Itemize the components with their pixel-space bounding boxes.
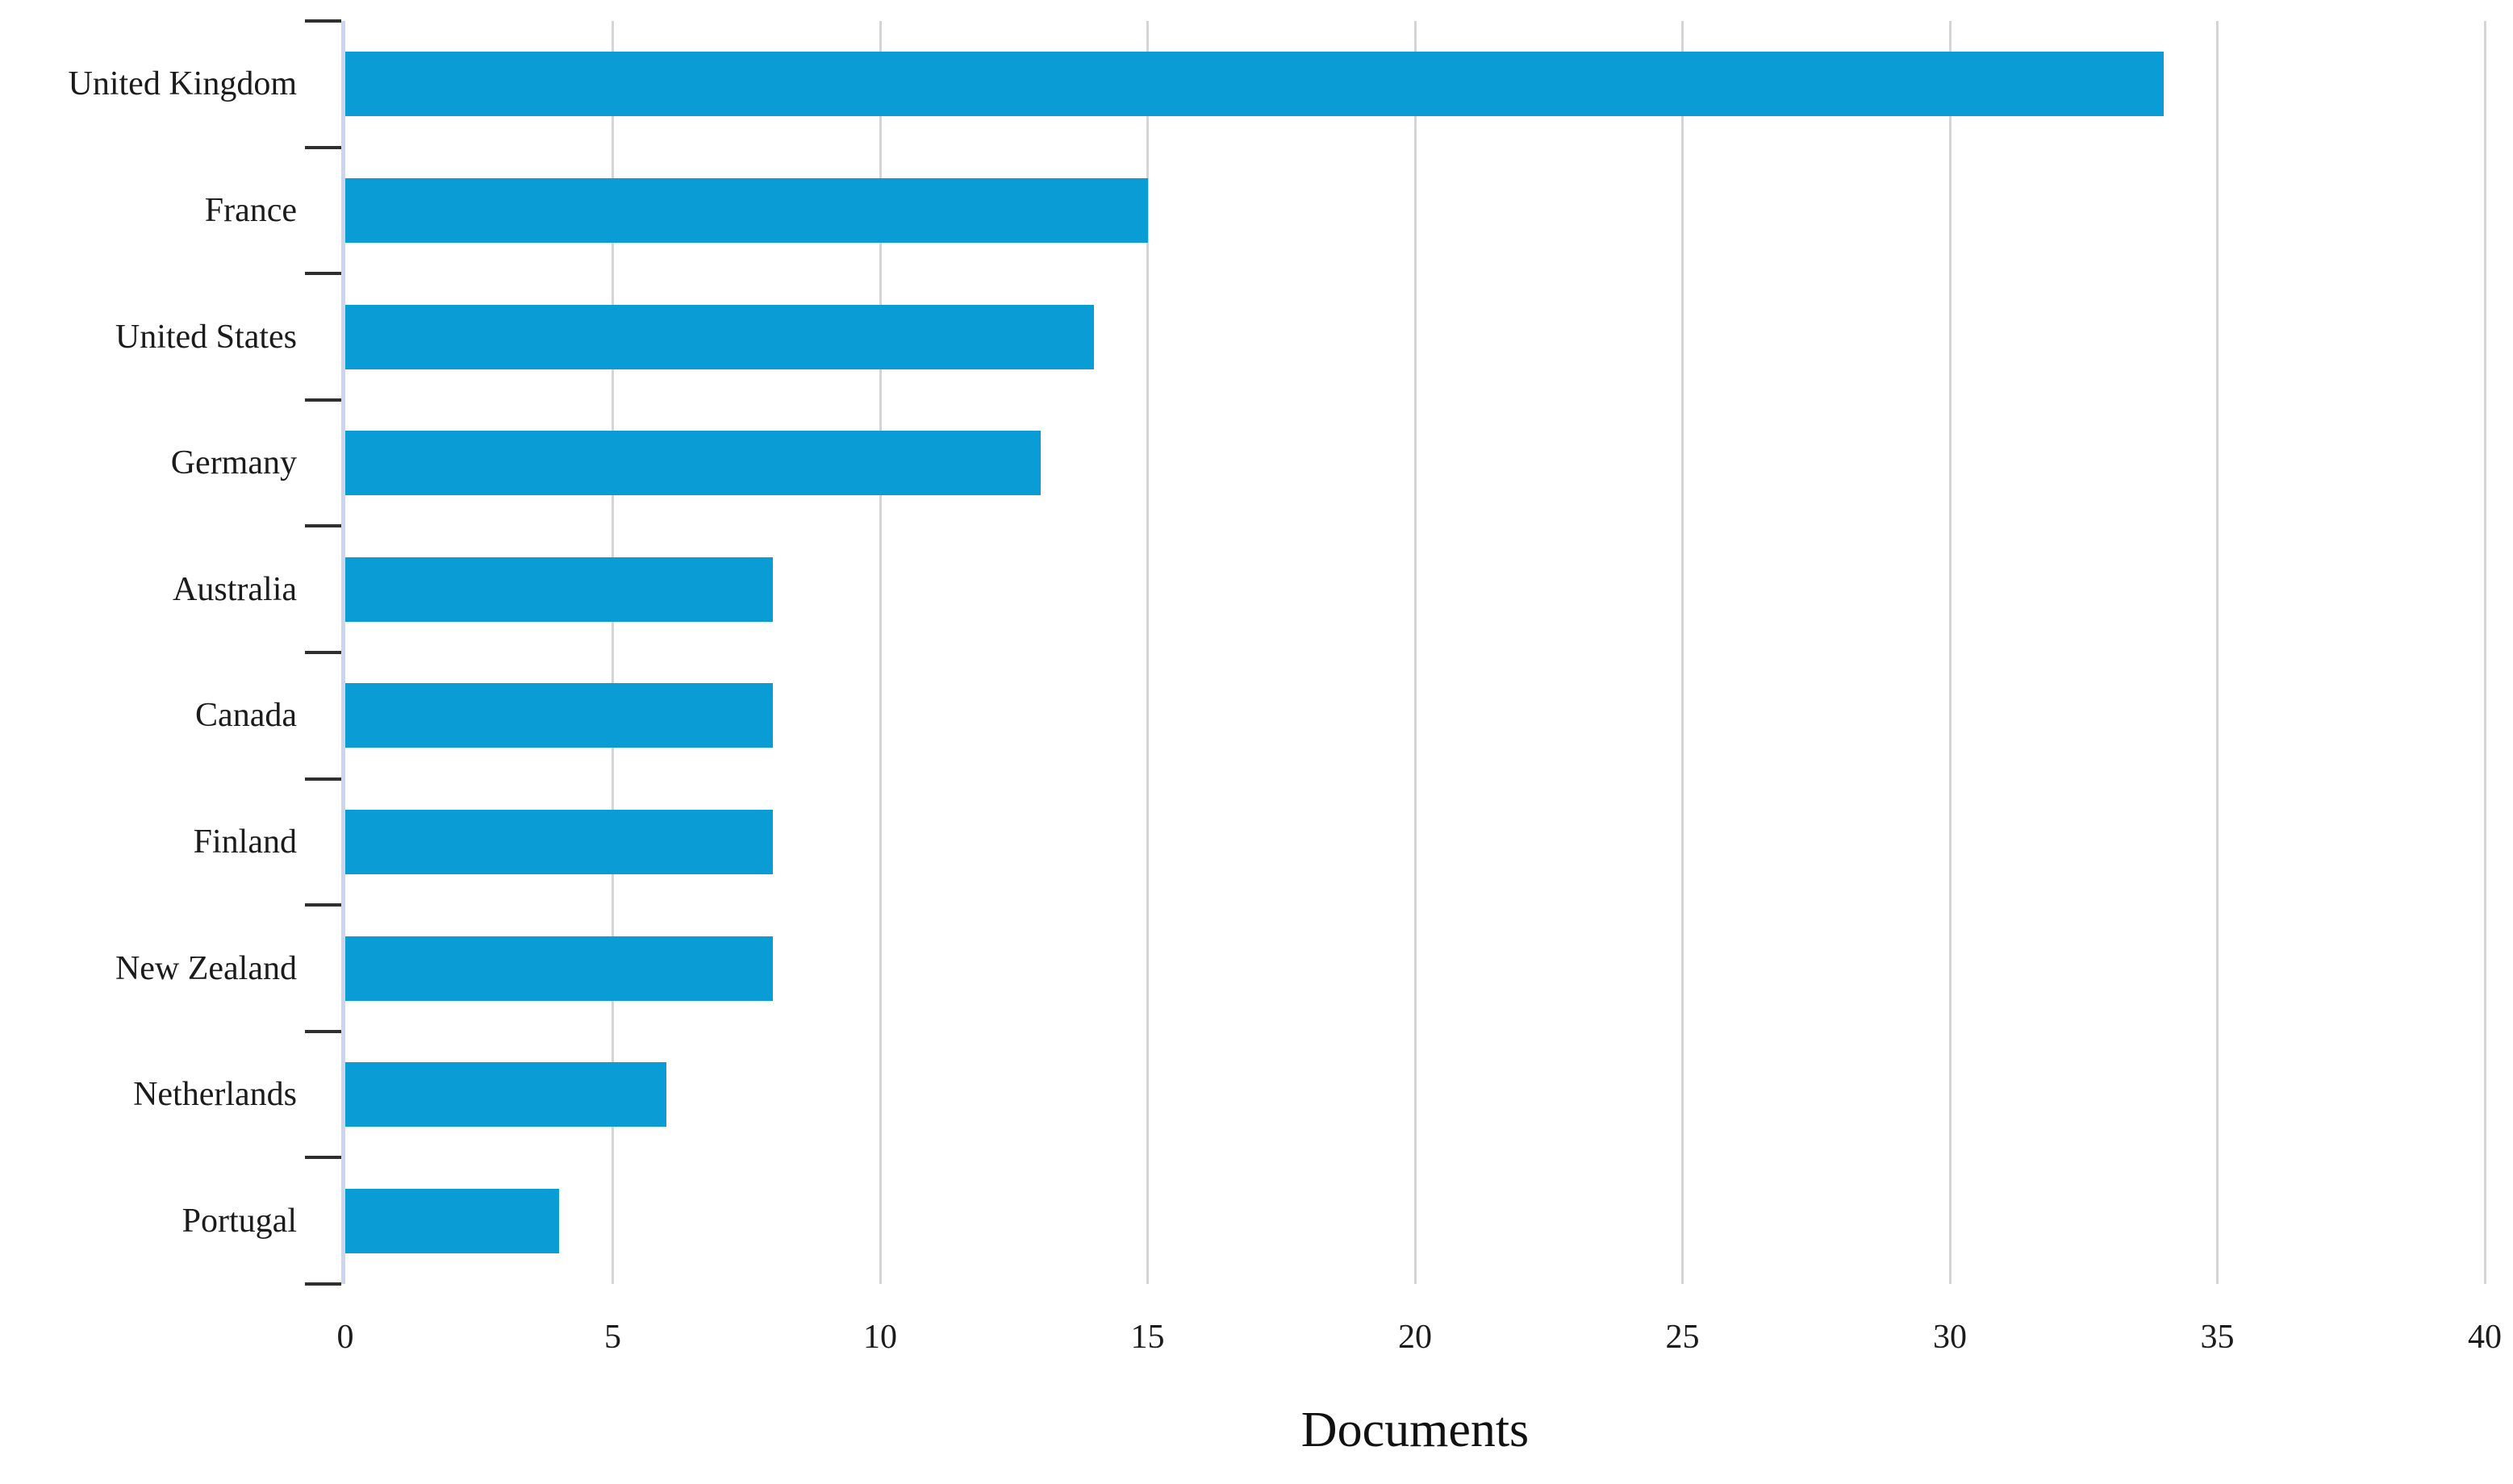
category-label: United Kingdom	[68, 65, 297, 103]
x-tick-label-15: 15	[1130, 1319, 1165, 1356]
gridline-10	[879, 21, 882, 1284]
gridline-40	[2483, 21, 2486, 1284]
bar-united-states	[345, 304, 1095, 369]
gridline-5	[612, 21, 614, 1284]
gridline-35	[2216, 21, 2219, 1284]
bar-finland	[345, 809, 774, 874]
category-label: Finland	[193, 823, 297, 861]
x-tick-label-0: 0	[336, 1319, 354, 1356]
x-tick-label-10: 10	[863, 1319, 897, 1356]
gridline-15	[1146, 21, 1149, 1284]
bar-canada	[345, 683, 774, 748]
category-label: Netherlands	[133, 1076, 297, 1114]
bar-portugal	[345, 1188, 560, 1253]
bar-united-kingdom	[345, 52, 2164, 117]
category-label: Germany	[170, 444, 297, 482]
y-axis-tick	[305, 19, 341, 23]
gridline-20	[1413, 21, 1417, 1284]
x-tick-label-30: 30	[1933, 1319, 1967, 1356]
y-axis-tick	[305, 398, 341, 402]
bar-netherlands	[345, 1062, 666, 1128]
y-axis-tick	[305, 1029, 341, 1033]
category-label: Canada	[195, 697, 297, 735]
x-axis-title: Documents	[1300, 1403, 1530, 1457]
y-axis-tick	[305, 903, 341, 907]
category-label: Australia	[173, 570, 297, 608]
bar-australia	[345, 556, 774, 622]
y-axis-tick	[305, 1282, 341, 1286]
y-axis-tick	[305, 1156, 341, 1160]
gridline-30	[1948, 21, 1952, 1284]
category-label: New Zealand	[115, 949, 297, 987]
y-axis-tick	[305, 272, 341, 276]
x-tick-label-35: 35	[2200, 1319, 2235, 1356]
y-axis-tick	[305, 524, 341, 528]
y-axis-tick	[305, 145, 341, 149]
category-label: France	[204, 191, 297, 229]
y-axis-tick	[305, 651, 341, 654]
y-axis-spine	[341, 21, 345, 1284]
x-tick-label-25: 25	[1665, 1319, 1700, 1356]
category-label: United States	[115, 318, 297, 356]
bar-france	[345, 177, 1148, 243]
y-axis-tick	[305, 777, 341, 781]
bar-new-zealand	[345, 936, 774, 1001]
gridline-25	[1681, 21, 1684, 1284]
category-label: Portugal	[182, 1202, 297, 1240]
x-tick-label-40: 40	[2468, 1319, 2502, 1356]
x-tick-label-5: 5	[604, 1319, 621, 1356]
x-tick-label-20: 20	[1398, 1319, 1432, 1356]
bar-germany	[345, 431, 1041, 496]
